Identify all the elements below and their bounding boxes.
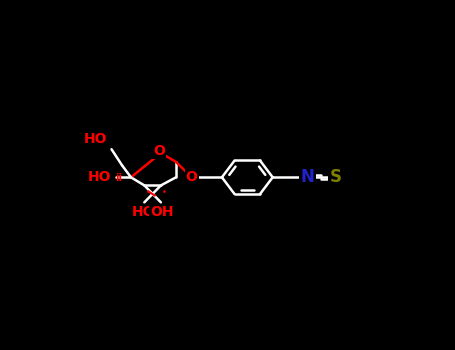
Text: O: O [186, 170, 197, 184]
Text: HO: HO [88, 170, 111, 184]
Text: N: N [300, 168, 314, 186]
Text: •: • [162, 188, 167, 197]
Text: •: • [146, 188, 150, 197]
Text: OH: OH [150, 205, 173, 219]
Text: HO: HO [132, 205, 155, 219]
Text: S: S [329, 168, 341, 186]
Text: O: O [153, 144, 165, 158]
Text: HO: HO [84, 132, 107, 146]
Text: ii: ii [115, 173, 122, 183]
